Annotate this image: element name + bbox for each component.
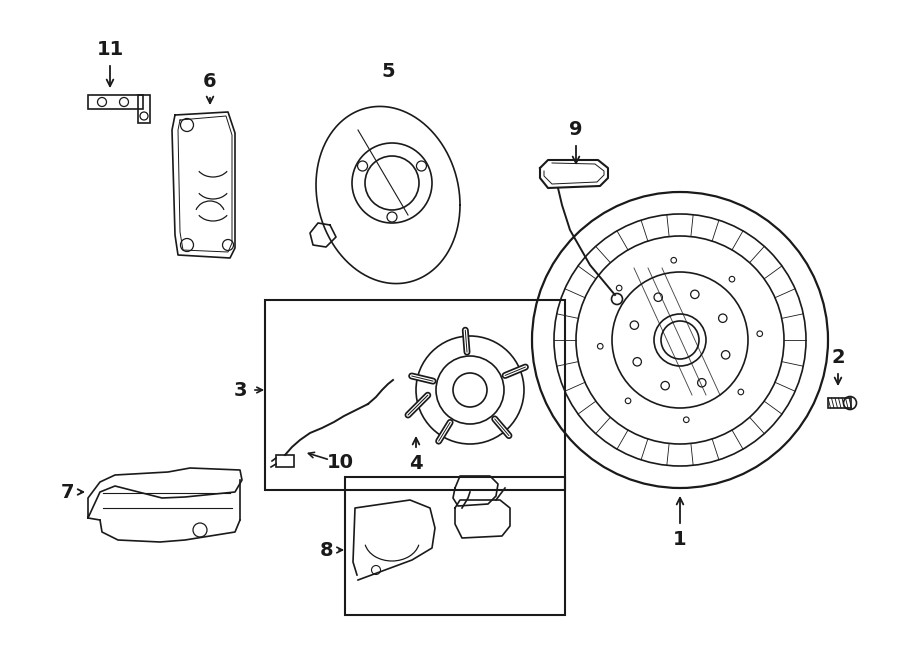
Text: 10: 10 bbox=[327, 453, 354, 471]
Text: 7: 7 bbox=[61, 483, 75, 502]
Text: 1: 1 bbox=[673, 530, 687, 549]
Text: 6: 6 bbox=[203, 72, 217, 91]
Text: 3: 3 bbox=[233, 381, 247, 399]
Bar bbox=[276, 455, 294, 467]
Bar bbox=[265, 300, 565, 490]
Text: 9: 9 bbox=[569, 120, 583, 139]
Text: 5: 5 bbox=[382, 62, 395, 81]
Bar bbox=[345, 477, 565, 615]
Bar bbox=[138, 95, 150, 123]
Text: 11: 11 bbox=[96, 40, 123, 59]
Text: 2: 2 bbox=[832, 348, 845, 367]
Text: 8: 8 bbox=[320, 541, 334, 559]
Bar bbox=[828, 398, 851, 408]
Bar bbox=[88, 95, 143, 109]
Text: 4: 4 bbox=[410, 454, 423, 473]
